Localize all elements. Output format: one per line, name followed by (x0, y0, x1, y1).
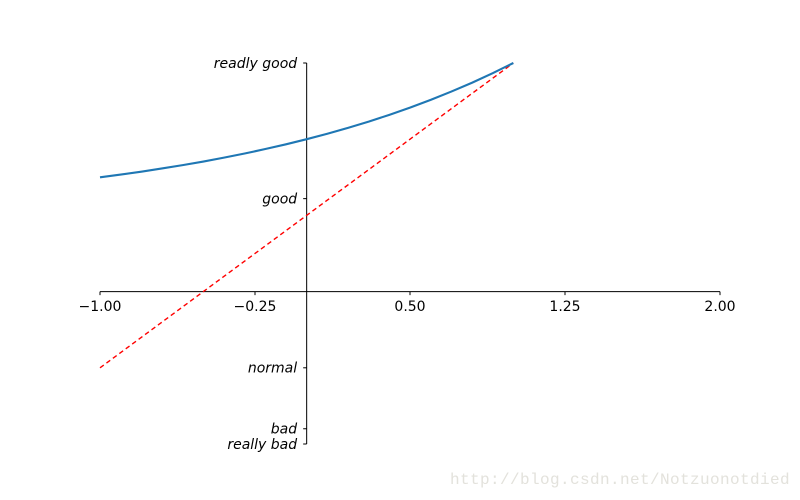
watermark-url: http://blog.csdn.net/Notzuonotdied (449, 471, 790, 489)
y-tick-label: really bad (227, 437, 297, 453)
x-axis-ticks: −1.00 −0.25 0.50 1.25 2.00 (79, 291, 736, 315)
series-line (99, 62, 514, 179)
x-tick-label: 2.00 (704, 299, 735, 315)
y-tick-label: good (262, 191, 297, 207)
series-line (99, 62, 514, 369)
x-tick-label: −0.25 (234, 299, 277, 315)
x-tick-label: 1.25 (549, 299, 580, 315)
y-tick-label: readly good (214, 56, 297, 72)
x-tick-label: 0.50 (394, 299, 425, 315)
y-tick-label: normal (248, 361, 297, 377)
plot-series (99, 62, 514, 369)
y-tick-label: bad (271, 422, 297, 438)
x-tick-label: −1.00 (79, 299, 122, 315)
axes-spines (100, 63, 720, 444)
